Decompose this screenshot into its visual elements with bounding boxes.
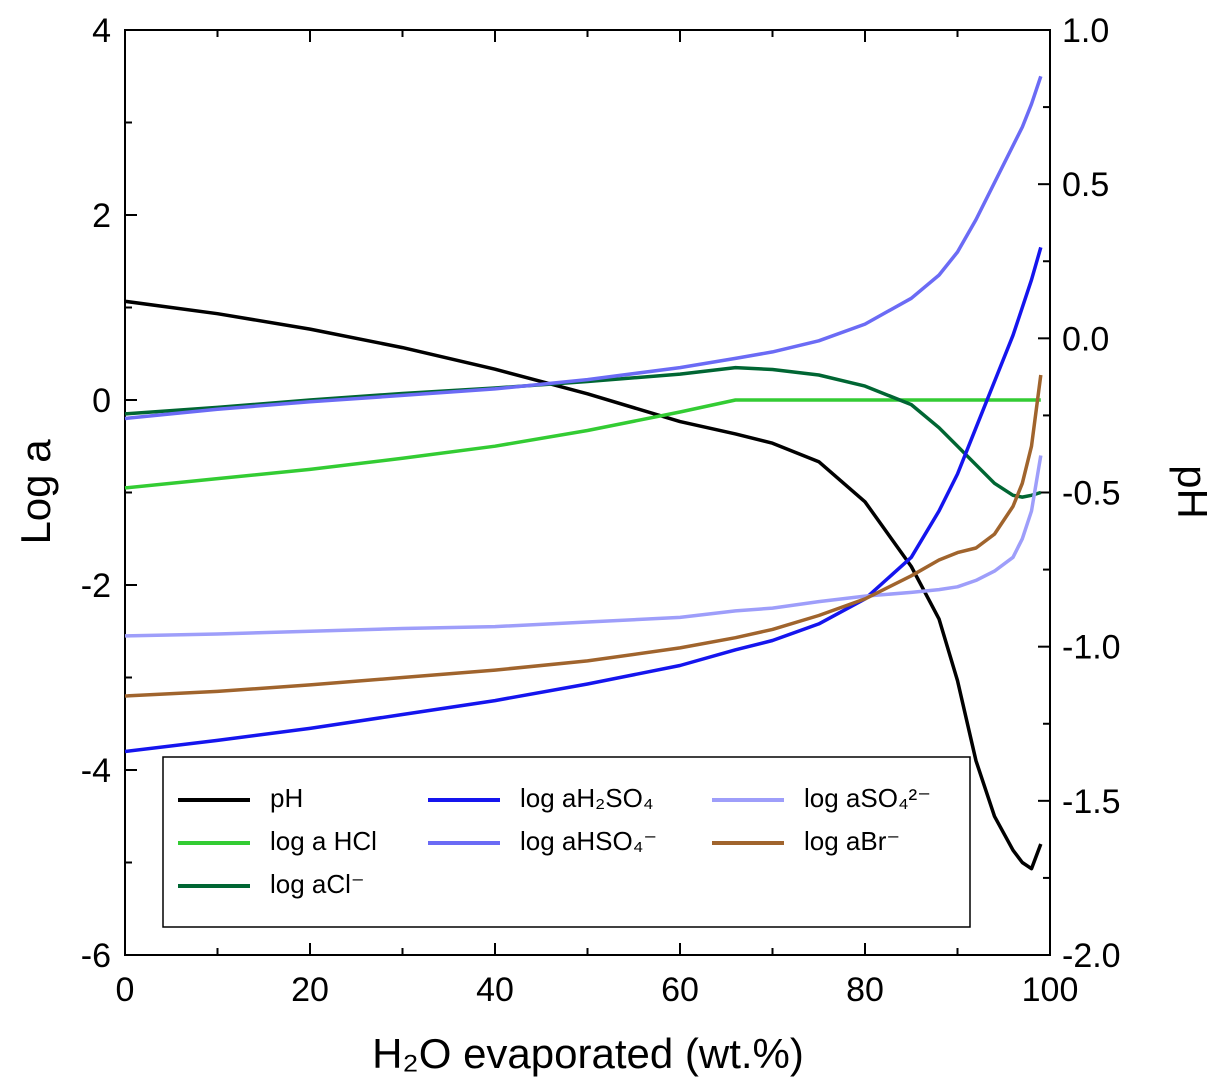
series-line	[124, 299, 1043, 871]
x-tick-label: 80	[846, 971, 884, 1009]
series-line	[124, 75, 1043, 421]
y2-tick-label: 1.0	[1062, 12, 1109, 50]
y2-tick-label: -2.0	[1062, 937, 1121, 975]
x-tick-label: 0	[116, 971, 135, 1009]
series-line	[124, 455, 1043, 638]
y-tick-label: 0	[92, 382, 111, 420]
y-tick-label: -6	[81, 937, 111, 975]
y-axis-label: Log a	[12, 439, 59, 545]
y2-tick-label: -1.0	[1062, 629, 1121, 667]
y2-tick-label: 0.5	[1062, 166, 1109, 204]
y2-tick-label: 0.0	[1062, 320, 1109, 358]
y2-axis-label: pH	[1169, 465, 1209, 519]
legend-label: pH	[270, 783, 303, 813]
series-line	[124, 374, 1043, 698]
y2-tick-label: -0.5	[1062, 475, 1121, 513]
y-tick-label: -2	[81, 567, 111, 605]
legend-label: log aH₂SO₄	[520, 783, 653, 813]
legend-label: log aCl⁻	[270, 869, 365, 899]
x-tick-label: 100	[1022, 971, 1079, 1009]
x-tick-label: 40	[476, 971, 514, 1009]
series-line	[124, 246, 1043, 754]
x-tick-label: 20	[291, 971, 329, 1009]
y-tick-label: 2	[92, 197, 111, 235]
legend-label: log aBr⁻	[804, 826, 900, 856]
series-line	[124, 398, 1041, 490]
x-axis-label: H₂O evaporated (wt.%)	[372, 1030, 804, 1077]
legend-label: log aSO₄²⁻	[804, 783, 931, 813]
legend-box	[162, 756, 971, 928]
y-tick-label: 4	[92, 12, 111, 50]
legend-label: log aHSO₄⁻	[520, 826, 657, 856]
y-tick-label: -4	[81, 752, 111, 790]
y2-tick-label: -1.5	[1062, 783, 1121, 821]
x-tick-label: 60	[661, 971, 699, 1009]
legend-label: log a HCl	[270, 826, 377, 856]
